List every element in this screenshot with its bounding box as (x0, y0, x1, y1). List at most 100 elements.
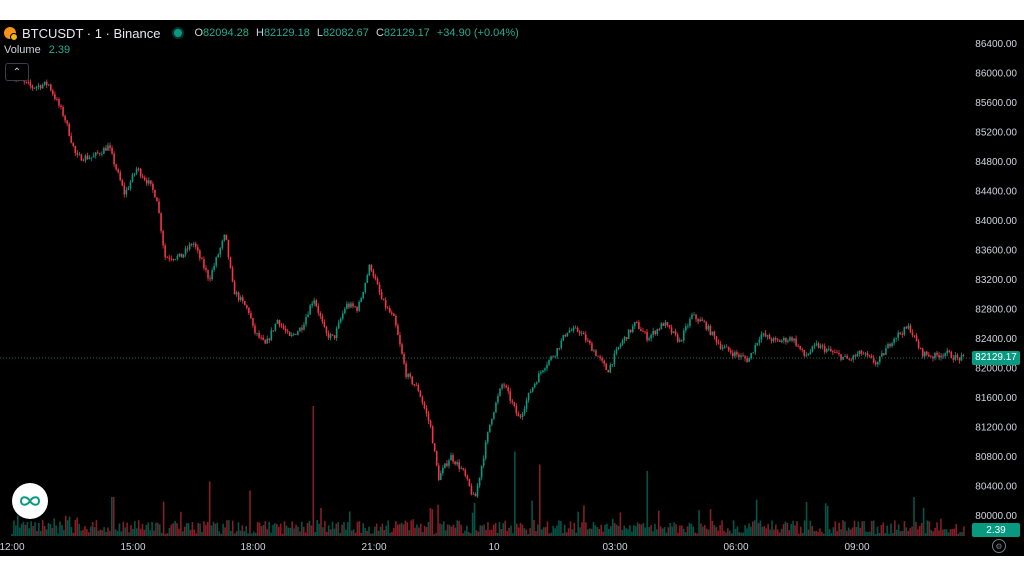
symbol-header[interactable]: BTCUSDT · 1 · Binance O82094.28 H82129.1… (4, 24, 523, 42)
volume-bar (47, 522, 50, 536)
candle-body (801, 349, 804, 350)
candle-body (919, 347, 922, 349)
candle-body (123, 185, 126, 195)
x-tick-label: 06:00 (723, 542, 748, 553)
volume-bar (89, 526, 92, 536)
volume-bar (39, 531, 42, 536)
volume-legend[interactable]: Volume 2.39 (4, 44, 70, 56)
chart-area[interactable]: 86400.00 86000.00 85600.00 85200.00 84800.00… (0, 20, 1024, 556)
volume-bar (880, 524, 883, 536)
candle-body (154, 189, 156, 198)
candle-body (670, 327, 673, 333)
volume-bar (16, 515, 19, 536)
volume-bar (421, 532, 424, 536)
candle-body (889, 343, 891, 347)
volume-bar (646, 471, 649, 536)
volume-bar (832, 527, 835, 536)
volume-bar (865, 531, 867, 536)
volume-bar (277, 526, 280, 536)
volume-bar (314, 532, 317, 536)
gear-icon[interactable]: ⚙ (992, 539, 1006, 553)
volume-bar (769, 529, 771, 536)
volume-bar (387, 520, 389, 536)
candle-body (170, 258, 173, 260)
candle-body (323, 321, 326, 327)
volume-bar (110, 497, 113, 536)
volume-bar (819, 528, 821, 536)
candle-body (574, 327, 577, 329)
candle-body (938, 354, 940, 358)
volume-bar (109, 530, 111, 536)
candle-body (660, 323, 663, 330)
volume-bar (70, 526, 73, 536)
candle-body (70, 135, 73, 143)
x-tick-label: 18:00 (240, 542, 265, 553)
volume-bar (97, 530, 100, 536)
candle-body (605, 363, 608, 371)
candle-body (715, 336, 718, 343)
candle-body (297, 331, 299, 335)
volume-bar (339, 532, 341, 536)
volume-bar (43, 525, 46, 536)
volume-bar (709, 509, 712, 536)
volume-bar (254, 532, 257, 536)
candle-body (209, 278, 211, 280)
candle-body (39, 85, 42, 89)
volume-bar (450, 526, 453, 536)
candle-body (552, 356, 554, 358)
infinity-logo-icon[interactable] (12, 483, 48, 519)
volume-bar (529, 528, 531, 536)
volume-bar (377, 530, 380, 536)
volume-bar (172, 523, 175, 536)
candle-body (617, 347, 620, 350)
candle-body (513, 402, 516, 406)
volume-bar (122, 521, 125, 536)
candle-body (270, 330, 273, 341)
candle-body (672, 331, 675, 333)
volume-bar (730, 533, 733, 536)
price-chart[interactable]: 86400.00 86000.00 85600.00 85200.00 84800.00… (0, 20, 1024, 556)
volume-bar (431, 509, 434, 536)
volume-bar (322, 527, 324, 536)
candle-body (450, 455, 452, 461)
y-tick-label: 80000.00 (975, 511, 1017, 522)
volume-bar (272, 524, 274, 536)
candle-body (219, 247, 222, 255)
candle-body (501, 384, 503, 389)
volume-bar (489, 529, 491, 536)
volume-bar (679, 525, 681, 536)
candle-body (49, 84, 52, 91)
volume-bar (778, 532, 781, 536)
collapse-legend-button[interactable]: ⌃ (5, 63, 29, 81)
candle-body (897, 332, 899, 338)
volume-bar (189, 529, 192, 536)
candle-body (491, 418, 493, 425)
volume-bar (141, 523, 144, 536)
candle-body (887, 343, 889, 349)
volume-bar (87, 532, 90, 536)
candle-body (958, 357, 961, 361)
volume-bar (849, 529, 852, 536)
candle-body (932, 356, 934, 359)
candle-body (221, 240, 224, 248)
candle-body (613, 353, 616, 365)
volume-bar (55, 525, 57, 536)
candle-body (674, 331, 677, 335)
candle-body (707, 325, 710, 330)
candle-body (658, 329, 661, 330)
candle-body (33, 87, 36, 89)
volume-bar (801, 532, 804, 536)
volume-bar (698, 510, 700, 536)
candle-body (525, 400, 528, 409)
candle-body (558, 348, 561, 349)
candle-body (793, 338, 795, 341)
volume-bar (738, 532, 741, 536)
volume-bar (187, 523, 190, 536)
volume-bar (677, 532, 679, 536)
volume-bar (512, 533, 514, 536)
symbol-title[interactable]: BTCUSDT · 1 · Binance (22, 25, 161, 41)
y-tick-label: 82000.00 (975, 364, 1017, 375)
candle-body (668, 325, 671, 328)
candle-body (188, 244, 191, 250)
volume-bar (773, 529, 775, 536)
